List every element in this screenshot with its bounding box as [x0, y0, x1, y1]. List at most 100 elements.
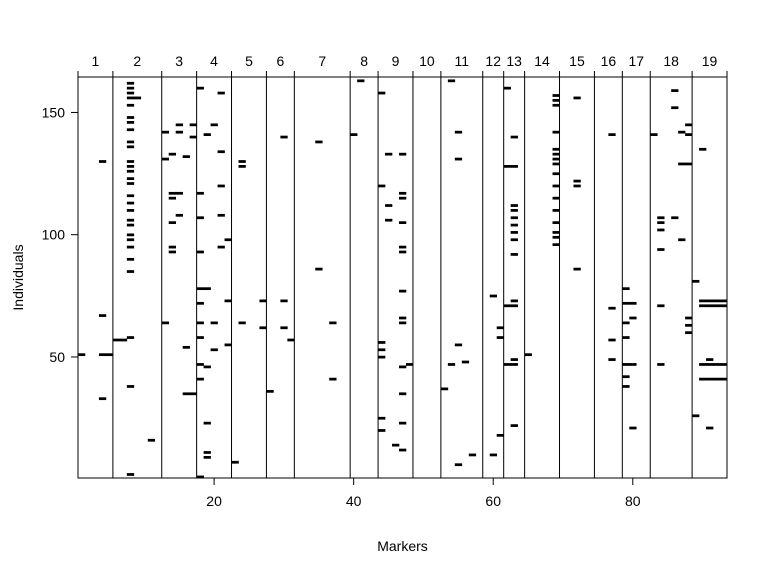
chromosome-label: 17 — [628, 53, 644, 69]
missing-genotype-cell — [315, 140, 323, 144]
missing-genotype-cell — [315, 267, 323, 271]
missing-genotype-cell — [510, 358, 518, 361]
missing-genotype-cell — [126, 336, 135, 339]
x-tick-label: 20 — [206, 493, 222, 509]
missing-genotype-cell — [399, 289, 407, 293]
missing-genotype-cell — [671, 106, 679, 110]
missing-genotype-cell — [552, 130, 560, 134]
missing-genotype-cell — [552, 152, 560, 156]
missing-genotype-cell — [706, 358, 714, 361]
missing-genotype-cell — [510, 231, 518, 234]
missing-genotype-cell — [503, 363, 511, 366]
missing-genotype-cell — [608, 133, 616, 136]
missing-genotype-cell — [196, 301, 204, 305]
missing-genotype-cell — [196, 191, 204, 195]
missing-genotype-cell — [524, 353, 532, 357]
missing-genotype-cell — [503, 165, 511, 168]
missing-genotype-cell — [280, 135, 288, 139]
missing-genotype-cell — [699, 299, 707, 303]
missing-genotype-cell — [126, 245, 135, 249]
missing-genotype-cell — [552, 184, 560, 188]
missing-genotype-cell — [713, 304, 721, 308]
chromosome-label: 4 — [210, 53, 218, 69]
missing-genotype-cell — [126, 96, 135, 100]
missing-genotype-cell — [378, 91, 386, 95]
chromosome-label: 3 — [175, 53, 183, 69]
missing-genotype-cell — [210, 348, 218, 352]
missing-genotype-cell — [608, 306, 616, 310]
missing-genotype-cell — [657, 363, 665, 366]
missing-genotype-cell — [126, 182, 135, 185]
missing-genotype-cell — [378, 416, 386, 420]
missing-genotype-cell — [671, 216, 679, 220]
missing-genotype-cell — [196, 321, 204, 325]
missing-genotype-cell — [203, 133, 211, 136]
missing-genotype-cell — [126, 86, 135, 90]
missing-genotype-cell — [126, 233, 135, 237]
missing-genotype-cell — [468, 453, 477, 457]
missing-genotype-cell — [713, 377, 721, 381]
missing-genotype-cell — [706, 304, 714, 308]
missing-genotype-cell — [399, 392, 407, 396]
chromosome-label: 6 — [276, 53, 284, 69]
missing-genotype-cell — [573, 267, 581, 271]
missing-genotype-cell — [608, 338, 616, 342]
missing-genotype-cell — [454, 130, 463, 134]
chromosome-label: 15 — [569, 53, 585, 69]
chromosome-labels: 1 2 3 4 5 6 7 8 9 10 11 12 13 14 15 16 17 18 19 — [77, 53, 728, 77]
missing-genotype-cell — [280, 299, 288, 303]
missing-genotype-cell — [573, 179, 581, 183]
chromosome-label: 5 — [245, 53, 253, 69]
chromosome-label: 1 — [92, 53, 100, 69]
missing-genotype-cell — [161, 321, 170, 325]
missing-genotype-cell — [496, 433, 504, 437]
missing-genotype-cell — [706, 299, 714, 303]
missing-genotype-cell — [196, 336, 204, 339]
missing-genotype-cell — [622, 375, 630, 379]
missing-genotype-cell — [657, 248, 665, 251]
missing-genotype-cell — [706, 426, 714, 430]
missing-genotype-cell — [126, 257, 135, 261]
missing-genotype-cell — [126, 145, 135, 149]
missing-genotype-cell — [98, 314, 107, 317]
missing-genotype-cell — [217, 150, 225, 154]
y-axis-label: Individuals — [10, 244, 26, 310]
missing-genotype-cell — [552, 99, 560, 102]
missing-genotype-cell — [133, 96, 142, 100]
missing-genotype-cell — [217, 184, 225, 188]
missing-genotype-cell — [182, 345, 190, 349]
missing-genotype-cell — [622, 363, 630, 366]
missing-genotype-cell — [720, 304, 728, 308]
missing-genotype-cell — [552, 157, 560, 161]
missing-genotype-cell — [119, 338, 128, 342]
chromosome-label: 16 — [601, 53, 617, 69]
missing-genotype-cell — [706, 377, 714, 381]
chromosome-label: 9 — [392, 53, 400, 69]
missing-genotype-cell — [126, 140, 135, 144]
missing-genotype-cell — [671, 89, 679, 92]
x-tick-label: 60 — [485, 493, 501, 509]
missing-genotype-cell — [196, 287, 204, 291]
missing-genotype-cell — [126, 81, 135, 85]
missing-genotype-cell — [189, 392, 197, 396]
missing-genotype-cell — [217, 91, 225, 95]
missing-genotype-cell — [203, 421, 211, 425]
y-tick-label: 100 — [42, 227, 66, 243]
missing-genotype-cell — [510, 209, 518, 212]
missing-genotype-cell — [552, 221, 560, 225]
missing-genotype-cell — [329, 321, 337, 325]
missing-genotype-cell — [357, 79, 365, 83]
missing-genotype-cell — [405, 363, 414, 366]
missing-genotype-cell — [287, 338, 295, 342]
y-axis: 50 100 150 — [42, 104, 78, 365]
missing-genotype-cell — [713, 363, 721, 366]
missing-genotype-cell — [629, 426, 637, 430]
missing-genotype-cell — [161, 157, 170, 161]
missing-genotype-cell — [168, 152, 176, 156]
missing-genotype-cell — [510, 238, 518, 242]
missing-genotype-cell — [629, 301, 637, 305]
missing-genotype-cell — [399, 245, 407, 249]
missing-genotype-cell — [182, 392, 190, 396]
missing-genotype-cell — [503, 86, 511, 90]
missing-genotype-cell — [552, 103, 560, 107]
